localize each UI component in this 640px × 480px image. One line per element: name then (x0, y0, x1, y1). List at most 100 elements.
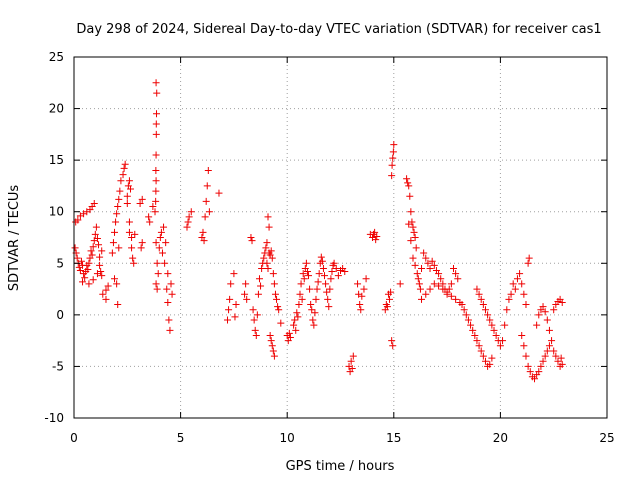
data-point (260, 254, 268, 262)
data-point (412, 244, 420, 252)
data-point (418, 295, 426, 303)
data-point (488, 354, 496, 362)
data-point (543, 316, 551, 324)
data-point (406, 192, 414, 200)
data-point (449, 264, 457, 272)
data-point (85, 259, 93, 267)
data-point (322, 280, 330, 288)
data-point (403, 175, 411, 183)
y-tick-label: 0 (56, 308, 64, 322)
data-point (241, 290, 249, 298)
data-point (354, 280, 362, 288)
x-tick-label: 15 (386, 431, 401, 445)
data-point (71, 244, 79, 252)
data-point (426, 264, 434, 272)
data-point (533, 321, 541, 329)
data-point (81, 274, 89, 282)
data-point (360, 285, 368, 293)
data-point (123, 199, 131, 207)
data-point (299, 270, 307, 278)
data-point (348, 364, 356, 372)
data-point (486, 316, 494, 324)
data-point (404, 179, 412, 187)
data-point (296, 290, 304, 298)
data-point (462, 311, 470, 319)
data-point (390, 141, 398, 149)
data-point (302, 259, 310, 267)
data-point (270, 280, 278, 288)
data-points (71, 79, 566, 383)
data-point (231, 313, 239, 321)
data-point (443, 290, 451, 298)
data-point (120, 164, 128, 172)
data-point (138, 195, 146, 203)
data-point (266, 331, 274, 339)
data-point (128, 234, 136, 241)
data-point (257, 282, 265, 290)
data-point (262, 244, 270, 252)
data-point (550, 306, 558, 314)
data-point (117, 177, 125, 185)
data-point (411, 261, 419, 269)
data-point (268, 342, 276, 350)
data-point (249, 306, 257, 314)
data-point (113, 210, 121, 218)
y-axis-label: SDTVAR / TECUs (7, 185, 22, 292)
data-point (422, 254, 430, 262)
data-point (200, 237, 208, 245)
data-point (152, 177, 160, 185)
data-point (327, 275, 335, 283)
data-point (430, 280, 438, 288)
data-point (199, 228, 207, 236)
data-point (488, 321, 496, 329)
data-point (358, 292, 366, 300)
data-point (464, 316, 472, 324)
data-point (149, 203, 157, 211)
data-point (389, 148, 397, 156)
data-point (332, 264, 340, 272)
data-point (183, 223, 191, 231)
data-point (469, 326, 477, 334)
data-point (409, 254, 417, 262)
data-point (115, 244, 123, 252)
data-point (411, 234, 419, 241)
data-point (126, 185, 134, 193)
data-point (111, 228, 119, 236)
gridlines (74, 57, 607, 418)
data-point (230, 270, 238, 278)
data-point (454, 275, 462, 283)
data-point (557, 354, 565, 362)
data-point (253, 311, 261, 319)
data-point (277, 319, 285, 327)
data-point (330, 259, 338, 267)
data-point (447, 292, 455, 300)
data-point (263, 259, 271, 267)
data-point (298, 295, 306, 303)
data-point (203, 182, 211, 190)
data-point (418, 264, 426, 272)
data-point (250, 316, 258, 324)
data-point (109, 239, 117, 247)
data-point (509, 280, 517, 288)
data-point (388, 337, 396, 345)
data-point (415, 280, 423, 288)
data-point (303, 268, 311, 276)
data-point (531, 375, 539, 383)
data-point (162, 239, 170, 247)
data-point (388, 161, 396, 169)
data-point (274, 303, 282, 311)
data-point (215, 189, 223, 197)
data-point (163, 285, 171, 293)
data-point (96, 261, 104, 269)
data-point (152, 151, 160, 159)
data-point (422, 290, 430, 298)
data-point (293, 309, 301, 317)
data-point (152, 187, 160, 195)
data-point (548, 337, 556, 345)
data-point (310, 321, 318, 329)
data-point (324, 295, 332, 303)
data-point (409, 223, 417, 231)
data-point (518, 331, 526, 339)
data-point (224, 316, 232, 324)
